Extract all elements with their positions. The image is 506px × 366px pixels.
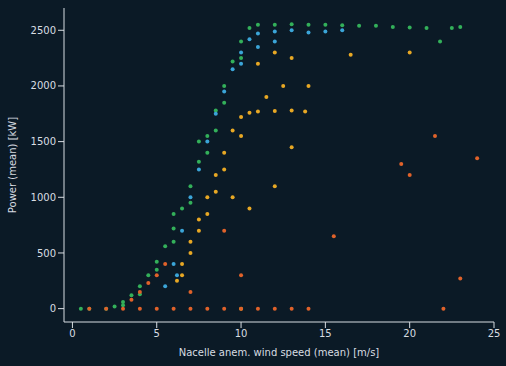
- svg-text:0: 0: [50, 303, 56, 314]
- svg-text:2500: 2500: [31, 25, 56, 36]
- svg-text:15: 15: [319, 328, 332, 339]
- svg-text:Power (mean) [kW]: Power (mean) [kW]: [8, 117, 18, 213]
- svg-text:Nacelle anem. wind speed (mean: Nacelle anem. wind speed (mean) [m/s]: [179, 347, 380, 358]
- svg-text:2000: 2000: [31, 80, 56, 91]
- svg-text:500: 500: [37, 248, 56, 259]
- svg-text:25: 25: [488, 328, 498, 339]
- svg-text:1000: 1000: [31, 192, 56, 203]
- svg-text:10: 10: [235, 328, 248, 339]
- svg-text:1500: 1500: [31, 136, 56, 147]
- svg-text:0: 0: [69, 328, 75, 339]
- svg-text:20: 20: [403, 328, 416, 339]
- svg-text:5: 5: [154, 328, 160, 339]
